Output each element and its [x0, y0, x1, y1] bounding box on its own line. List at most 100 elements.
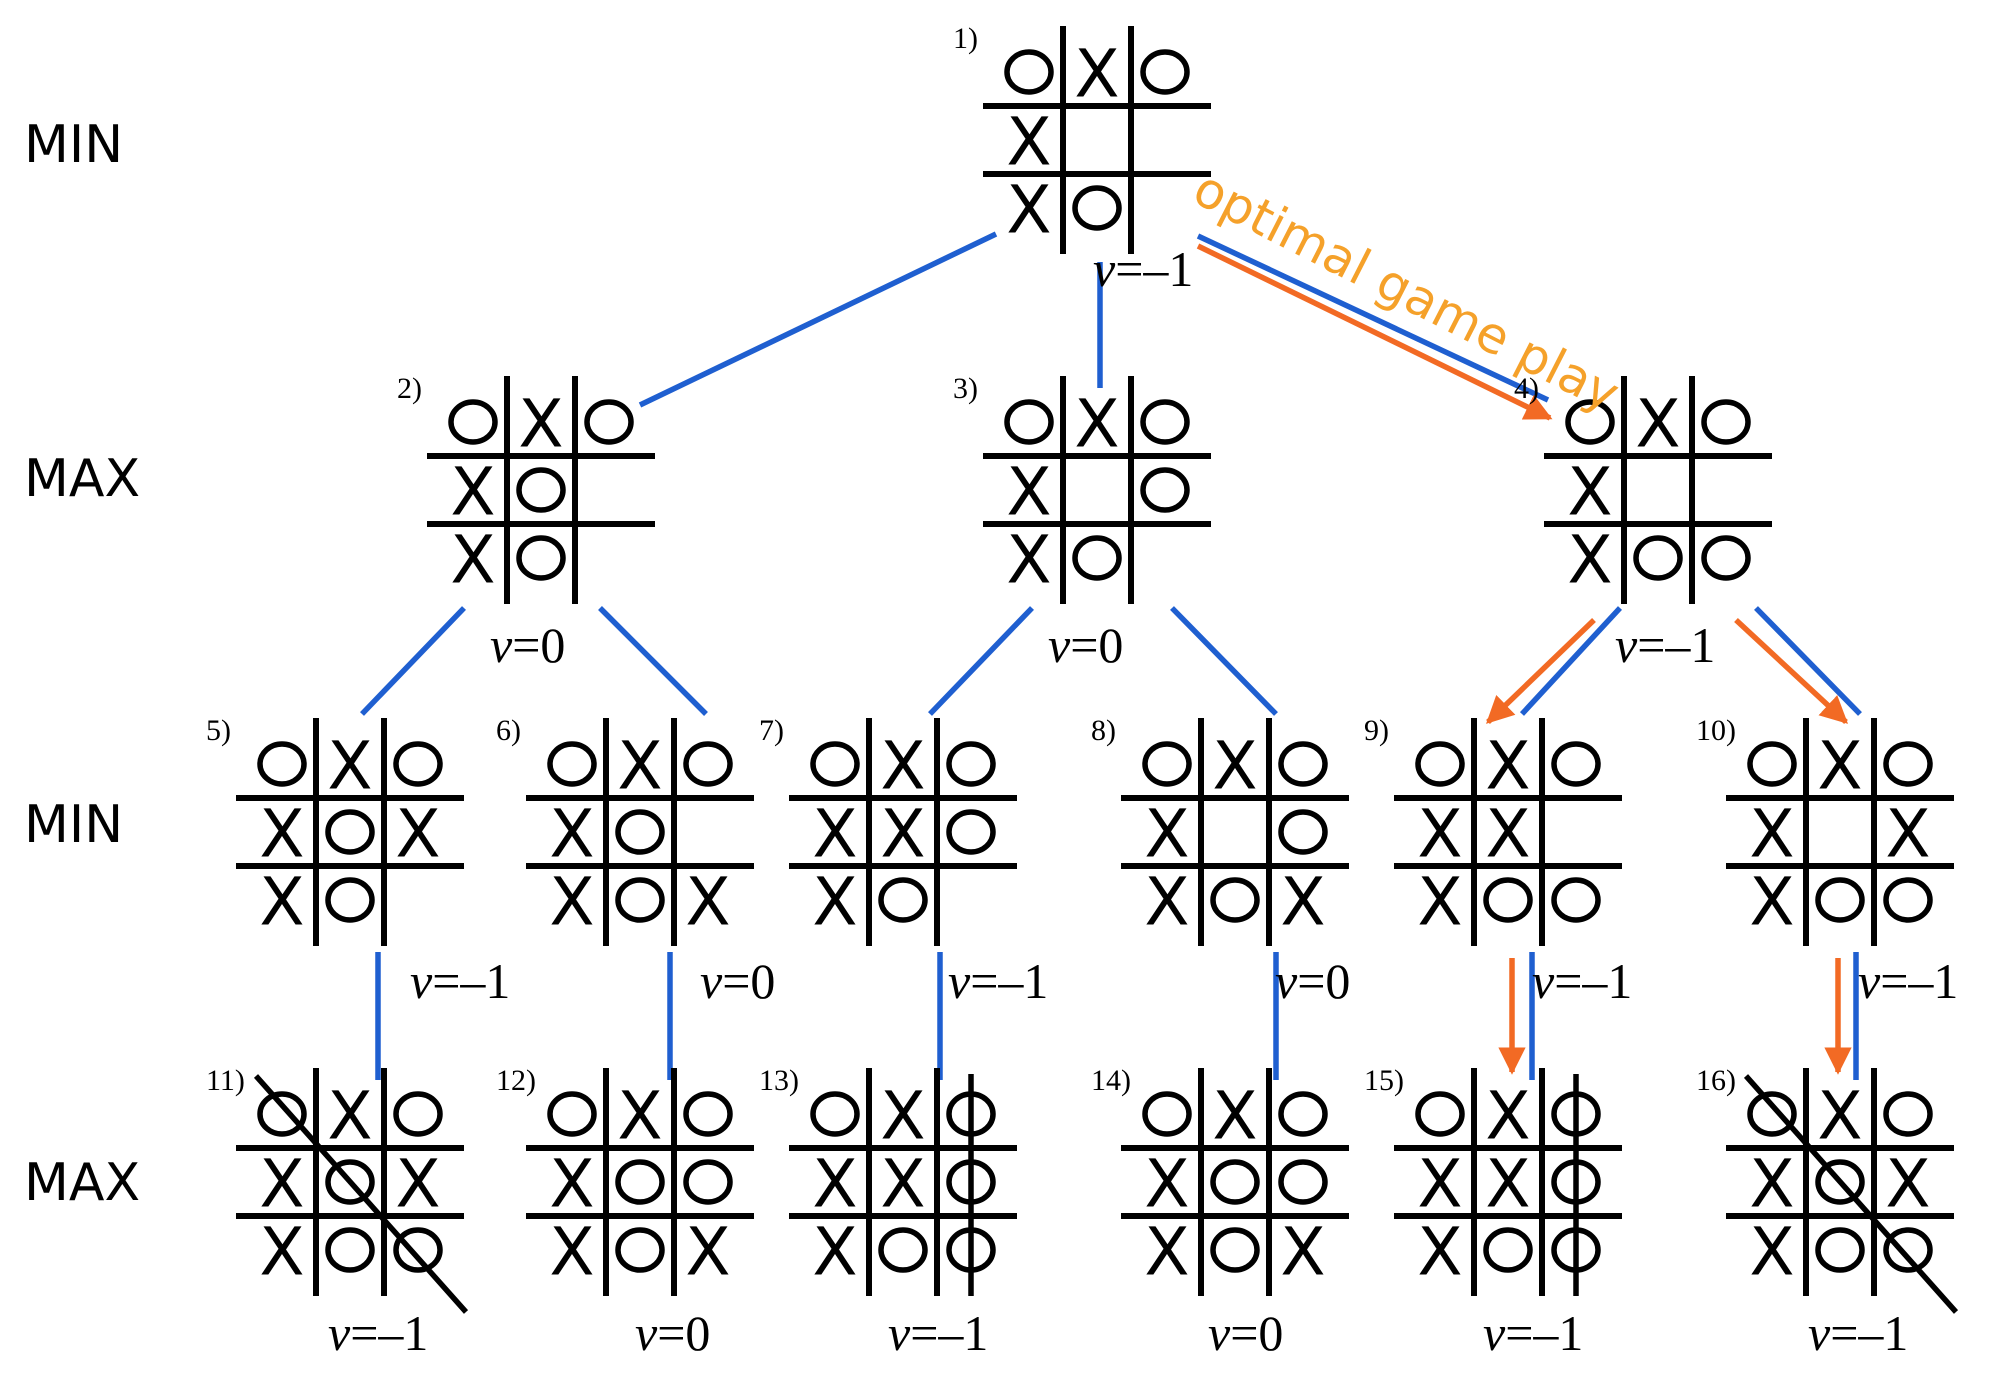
board-node: 16) XX XXv=–1 [1696, 1064, 1959, 1361]
o-mark [683, 1091, 733, 1137]
tree-edge [638, 231, 998, 408]
x-mark: X [1074, 386, 1119, 463]
tree-edge [360, 606, 466, 716]
o-mark [448, 399, 498, 445]
x-mark: X [880, 1078, 925, 1155]
node-value: v=–1 [328, 1305, 428, 1361]
o-mark [1415, 1091, 1465, 1137]
level-label-max: MAX [24, 1153, 140, 1213]
board-node: 9) XX XXv=–1 [1364, 714, 1632, 1009]
o-mark [1815, 1227, 1865, 1273]
x-mark: X [1417, 1146, 1462, 1223]
x-mark: X [259, 796, 304, 873]
o-mark [615, 1159, 665, 1205]
optimal-play-arrow [1486, 618, 1596, 724]
tree-edge [1170, 606, 1278, 716]
x-mark: X [1144, 1146, 1189, 1223]
x-mark: X [812, 796, 857, 873]
node-value: v=–1 [1093, 241, 1193, 297]
x-mark: X [685, 864, 730, 941]
node-value: v=0 [700, 953, 775, 1009]
x-mark: X [549, 864, 594, 941]
o-mark [1415, 741, 1465, 787]
x-mark: X [617, 1078, 662, 1155]
node-value: v=–1 [948, 953, 1048, 1009]
x-mark: X [1074, 36, 1119, 113]
x-mark: X [450, 454, 495, 531]
x-mark: X [1485, 1078, 1530, 1155]
x-mark: X [1280, 1214, 1325, 1291]
level-label-min: MIN [24, 795, 123, 855]
o-mark [1072, 535, 1122, 581]
x-mark: X [1006, 522, 1051, 599]
o-mark [257, 741, 307, 787]
x-mark: X [1144, 796, 1189, 873]
win-line-diagonal [1743, 1074, 1959, 1314]
o-mark [1701, 535, 1751, 581]
o-mark [1004, 399, 1054, 445]
x-mark: X [327, 1078, 372, 1155]
x-mark: X [1635, 386, 1680, 463]
o-mark [325, 877, 375, 923]
o-mark [1815, 877, 1865, 923]
node-number: 15) [1364, 1064, 1404, 1097]
x-mark: X [1212, 1078, 1257, 1155]
o-mark [516, 467, 566, 513]
node-number: 6) [496, 714, 521, 747]
x-mark: X [1144, 1214, 1189, 1291]
o-mark [1633, 535, 1683, 581]
tree-edge [598, 606, 708, 716]
o-mark [1140, 467, 1190, 513]
x-mark: X [1749, 864, 1794, 941]
node-value: v=0 [1275, 953, 1350, 1009]
node-value: v=–1 [1615, 617, 1715, 673]
node-number: 9) [1364, 714, 1389, 747]
node-number: 13) [759, 1064, 799, 1097]
node-value: v=0 [635, 1305, 710, 1361]
x-mark: X [1212, 728, 1257, 805]
node-number: 10) [1696, 714, 1736, 747]
o-mark [946, 741, 996, 787]
o-mark [946, 809, 996, 855]
x-mark: X [617, 728, 662, 805]
board-node: 10) XX XXv=–1 [1696, 714, 1958, 1009]
x-mark: X [880, 796, 925, 873]
o-mark [393, 1091, 443, 1137]
o-mark [325, 1159, 375, 1205]
level-labels: MIN MAX MIN MAX [24, 115, 140, 1213]
node-value: v=0 [1048, 617, 1123, 673]
o-mark [1142, 741, 1192, 787]
x-mark: X [1144, 864, 1189, 941]
tree-edge [1519, 606, 1623, 716]
x-mark: X [1006, 104, 1051, 181]
o-mark [1883, 877, 1933, 923]
o-mark [1883, 1227, 1933, 1273]
o-mark [1278, 1159, 1328, 1205]
optimal-game-play-label: optimal game play [1185, 159, 1629, 423]
node-number: 3) [953, 372, 978, 405]
o-mark [1747, 741, 1797, 787]
x-mark: X [812, 1146, 857, 1223]
node-number: 1) [953, 22, 978, 55]
board-node: 6) XXX Xv=0 [496, 714, 775, 1009]
o-mark [1278, 809, 1328, 855]
x-mark: X [880, 1146, 925, 1223]
x-mark: X [1749, 1146, 1794, 1223]
o-mark [1278, 741, 1328, 787]
optimal-play-arrow [1734, 617, 1849, 725]
board-node: 15) XX XXv=–1 [1364, 1064, 1622, 1361]
node-value: v=0 [490, 617, 565, 673]
board-node: 14) XXX Xv=0 [1091, 1064, 1349, 1361]
o-mark [1210, 877, 1260, 923]
node-value: v=–1 [888, 1305, 988, 1361]
x-mark: X [1749, 796, 1794, 873]
o-mark [810, 741, 860, 787]
x-mark: X [450, 522, 495, 599]
o-mark [325, 1227, 375, 1273]
node-number: 16) [1696, 1064, 1736, 1097]
node-number: 14) [1091, 1064, 1131, 1097]
x-mark: X [1749, 1214, 1794, 1291]
o-mark [1701, 399, 1751, 445]
